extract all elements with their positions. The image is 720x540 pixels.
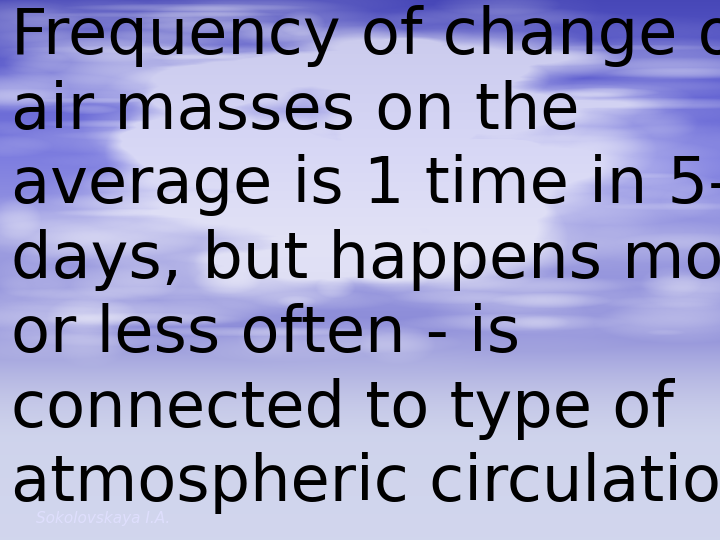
Text: days, but happens more: days, but happens more: [11, 229, 720, 291]
Text: atmospheric circulation:: atmospheric circulation:: [11, 452, 720, 514]
Text: average is 1 time in 5-6: average is 1 time in 5-6: [11, 154, 720, 217]
Text: or less often - is: or less often - is: [11, 303, 520, 365]
Text: Sokolovskaya I.A.: Sokolovskaya I.A.: [36, 511, 170, 526]
Text: connected to type of: connected to type of: [11, 377, 673, 440]
Text: Frequency of change of: Frequency of change of: [11, 5, 720, 68]
Text: air masses on the: air masses on the: [11, 80, 580, 142]
